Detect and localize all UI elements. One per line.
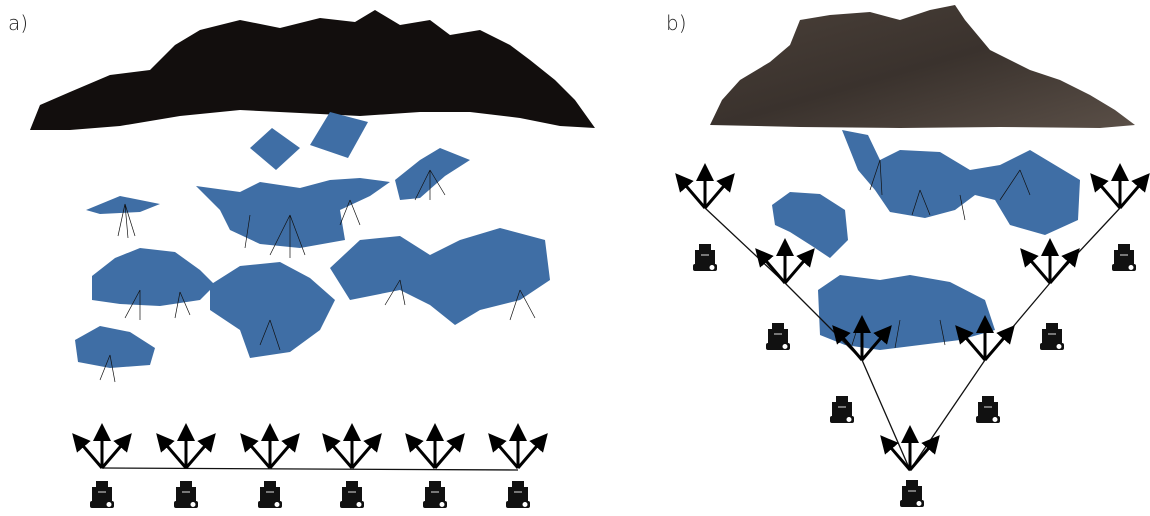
panel-label: b) xyxy=(666,11,687,35)
terrain xyxy=(710,5,1135,128)
terrain xyxy=(30,10,595,130)
page: a) b) xyxy=(0,0,1150,516)
baseline xyxy=(102,468,518,470)
figure: a) b) xyxy=(0,0,1150,516)
panel-label: a) xyxy=(8,11,28,35)
image-clusters xyxy=(75,112,550,368)
